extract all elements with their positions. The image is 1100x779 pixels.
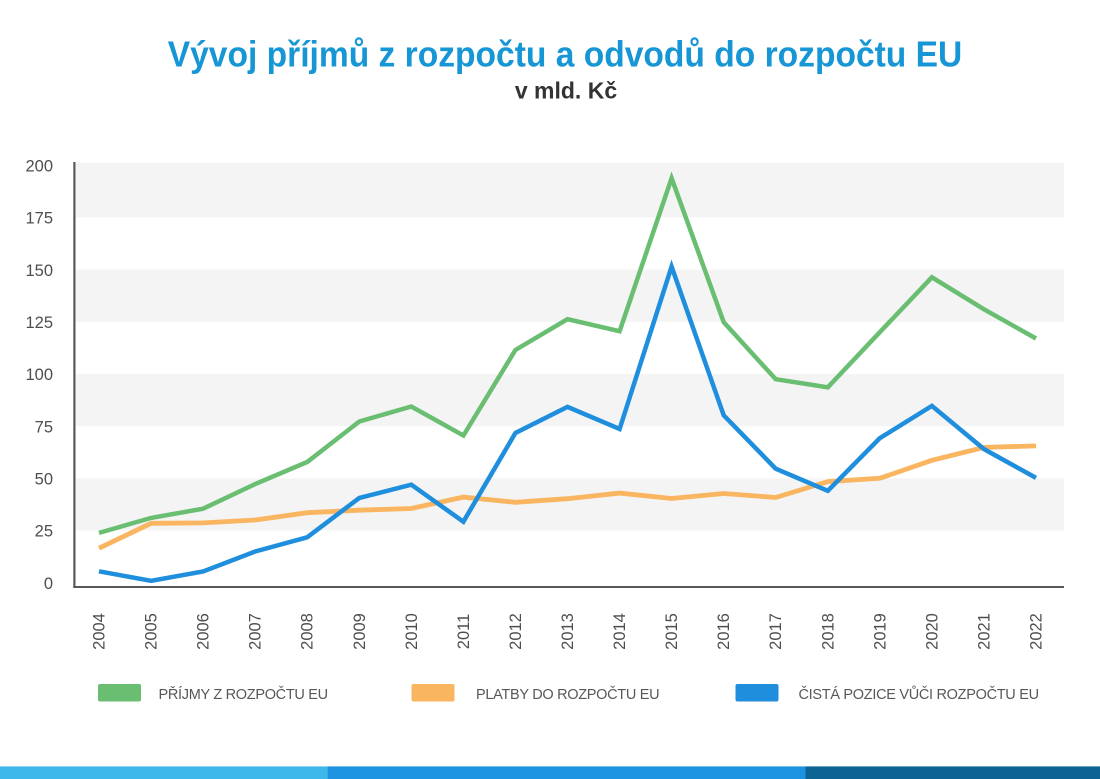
svg-text:2014: 2014 [611,613,629,650]
svg-text:2018: 2018 [819,613,837,650]
svg-text:2008: 2008 [299,613,317,650]
svg-text:200: 200 [25,158,53,176]
svg-text:2006: 2006 [195,613,213,650]
svg-text:2017: 2017 [767,613,785,650]
svg-text:Vývoj příjmů z rozpočtu a odvo: Vývoj příjmů z rozpočtu a odvodů do rozp… [168,34,963,75]
svg-text:2019: 2019 [871,613,889,650]
svg-text:2022: 2022 [1028,613,1046,650]
svg-text:2015: 2015 [663,613,681,650]
svg-text:50: 50 [35,471,53,489]
svg-text:2013: 2013 [559,613,577,650]
svg-text:25: 25 [35,523,53,541]
svg-text:PŘÍJMY Z ROZPOČTU EU: PŘÍJMY Z ROZPOČTU EU [159,686,328,703]
svg-text:0: 0 [44,575,53,593]
svg-text:100: 100 [25,366,53,384]
svg-text:125: 125 [25,314,53,332]
svg-text:175: 175 [25,210,53,228]
svg-text:2021: 2021 [976,613,994,650]
svg-text:2016: 2016 [715,613,733,650]
svg-text:2005: 2005 [143,613,161,650]
svg-text:v mld. Kč: v mld. Kč [515,78,617,104]
svg-text:2011: 2011 [455,614,473,649]
svg-text:2010: 2010 [403,613,421,650]
svg-text:2004: 2004 [91,613,109,650]
svg-text:2020: 2020 [923,613,941,650]
svg-text:150: 150 [25,262,53,280]
svg-text:2012: 2012 [507,613,525,650]
svg-text:75: 75 [35,418,53,436]
svg-text:2007: 2007 [247,613,265,650]
svg-text:ČISTÁ POZICE VŮČI ROZPOČTU EU: ČISTÁ POZICE VŮČI ROZPOČTU EU [799,685,1039,703]
svg-text:PLATBY DO ROZPOČTU EU: PLATBY DO ROZPOČTU EU [476,686,659,703]
svg-text:2009: 2009 [351,613,369,650]
